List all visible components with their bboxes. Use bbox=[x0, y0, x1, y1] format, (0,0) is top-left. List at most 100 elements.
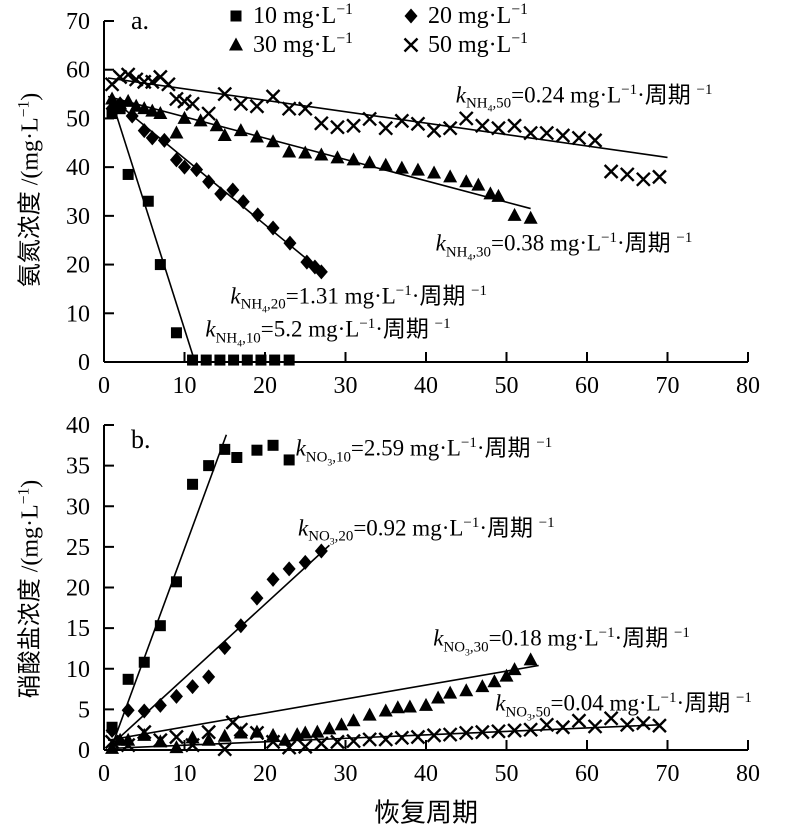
triangle-marker bbox=[249, 724, 264, 738]
cross-marker bbox=[217, 741, 233, 757]
diamond-marker bbox=[314, 264, 328, 280]
diamond-marker bbox=[153, 697, 167, 713]
cross-marker bbox=[555, 719, 571, 735]
x-tick-label: 80 bbox=[736, 373, 760, 399]
triangle-marker bbox=[499, 668, 514, 682]
x-tick-label: 20 bbox=[253, 761, 277, 787]
triangle-marker bbox=[322, 721, 337, 735]
triangle-marker bbox=[410, 162, 425, 176]
cross-marker bbox=[539, 717, 555, 733]
triangle-marker bbox=[346, 152, 361, 166]
series-triangle bbox=[105, 91, 538, 224]
square-marker bbox=[142, 195, 154, 207]
cross-marker bbox=[571, 130, 587, 146]
y-tick-label: 10 bbox=[66, 301, 90, 327]
cross-marker bbox=[330, 734, 345, 750]
x-tick-label: 30 bbox=[334, 373, 358, 399]
cross-marker bbox=[201, 106, 216, 121]
cross-marker bbox=[555, 128, 571, 143]
cross-marker bbox=[652, 718, 667, 733]
diamond-marker bbox=[251, 207, 265, 223]
cross-marker bbox=[523, 722, 538, 738]
triangle-marker bbox=[483, 186, 498, 200]
cross-marker bbox=[652, 169, 667, 185]
diamond-marker bbox=[125, 108, 139, 124]
triangle-marker bbox=[282, 144, 297, 158]
triangle-marker bbox=[233, 725, 248, 739]
triangle-marker bbox=[310, 724, 325, 738]
cross-marker bbox=[104, 734, 120, 750]
square-marker bbox=[122, 673, 134, 685]
triangle-marker bbox=[346, 713, 361, 727]
square-marker bbox=[214, 354, 226, 366]
cross-marker bbox=[297, 101, 313, 117]
x-tick-label: 20 bbox=[253, 373, 277, 399]
cross-marker bbox=[539, 125, 555, 141]
cross-marker bbox=[128, 72, 144, 87]
cross-marker bbox=[458, 725, 474, 741]
triangle-marker bbox=[443, 169, 458, 183]
y-tick-label: 30 bbox=[66, 204, 90, 230]
diamond-marker bbox=[169, 152, 183, 168]
square-marker bbox=[251, 444, 263, 456]
cross-marker bbox=[636, 715, 651, 731]
triangle-marker bbox=[298, 145, 313, 159]
cross-marker bbox=[249, 98, 265, 114]
square-marker bbox=[170, 576, 182, 588]
triangle-marker bbox=[507, 207, 522, 221]
triangle-marker bbox=[523, 210, 538, 224]
triangle-marker bbox=[145, 103, 160, 117]
cross-marker bbox=[153, 732, 168, 748]
diamond-marker bbox=[214, 186, 228, 202]
cross-marker bbox=[233, 96, 249, 112]
diamond-marker bbox=[250, 590, 264, 606]
cross-marker bbox=[426, 728, 442, 743]
fit-line bbox=[111, 101, 196, 363]
cross-marker bbox=[458, 111, 474, 126]
cross-marker bbox=[394, 730, 410, 746]
cross-marker bbox=[177, 94, 192, 109]
triangle-marker bbox=[298, 725, 313, 739]
cross-marker bbox=[346, 733, 361, 749]
y-tick-label: 10 bbox=[66, 657, 90, 683]
triangle-marker bbox=[523, 652, 538, 666]
triangle-marker bbox=[201, 732, 216, 746]
diamond-marker bbox=[298, 554, 312, 570]
diamond-marker bbox=[266, 220, 280, 236]
cross-marker bbox=[394, 113, 410, 129]
cross-marker bbox=[603, 164, 619, 179]
diamond-marker bbox=[202, 174, 216, 190]
x-tick-label: 70 bbox=[656, 373, 680, 399]
diamond-marker bbox=[190, 162, 204, 178]
x-tick-label: 10 bbox=[173, 373, 197, 399]
cross-marker bbox=[265, 734, 281, 750]
x-tick-label: 80 bbox=[736, 761, 760, 787]
y-tick-label: 35 bbox=[66, 454, 90, 480]
y-tick-label: 30 bbox=[66, 494, 90, 520]
triangle-marker bbox=[427, 165, 442, 179]
cross-marker bbox=[410, 116, 426, 132]
triangle-marker bbox=[378, 703, 393, 717]
square-marker bbox=[138, 656, 150, 668]
cross-marker bbox=[249, 725, 265, 741]
y-tick-label: 5 bbox=[78, 697, 90, 723]
series-square bbox=[106, 101, 295, 366]
diamond-marker bbox=[282, 561, 296, 577]
square-marker bbox=[187, 478, 199, 490]
panel-a: 0 10 20 30 40 50 60 70 0 10 20 30 40 50 60 70 80 bbox=[66, 9, 760, 399]
series-cross bbox=[104, 67, 668, 187]
square-marker bbox=[267, 439, 279, 451]
triangle-marker bbox=[153, 106, 168, 120]
x-tick-label: 60 bbox=[575, 373, 599, 399]
triangle-marker bbox=[443, 685, 458, 699]
triangle-marker bbox=[278, 732, 293, 746]
cross-marker bbox=[362, 732, 377, 747]
triangle-marker bbox=[431, 690, 446, 704]
cross-marker bbox=[491, 120, 506, 136]
cross-marker bbox=[120, 737, 136, 753]
triangle-marker bbox=[390, 700, 405, 714]
cross-marker bbox=[120, 67, 136, 82]
triangle-marker bbox=[193, 113, 208, 127]
diamond-marker bbox=[157, 132, 171, 148]
